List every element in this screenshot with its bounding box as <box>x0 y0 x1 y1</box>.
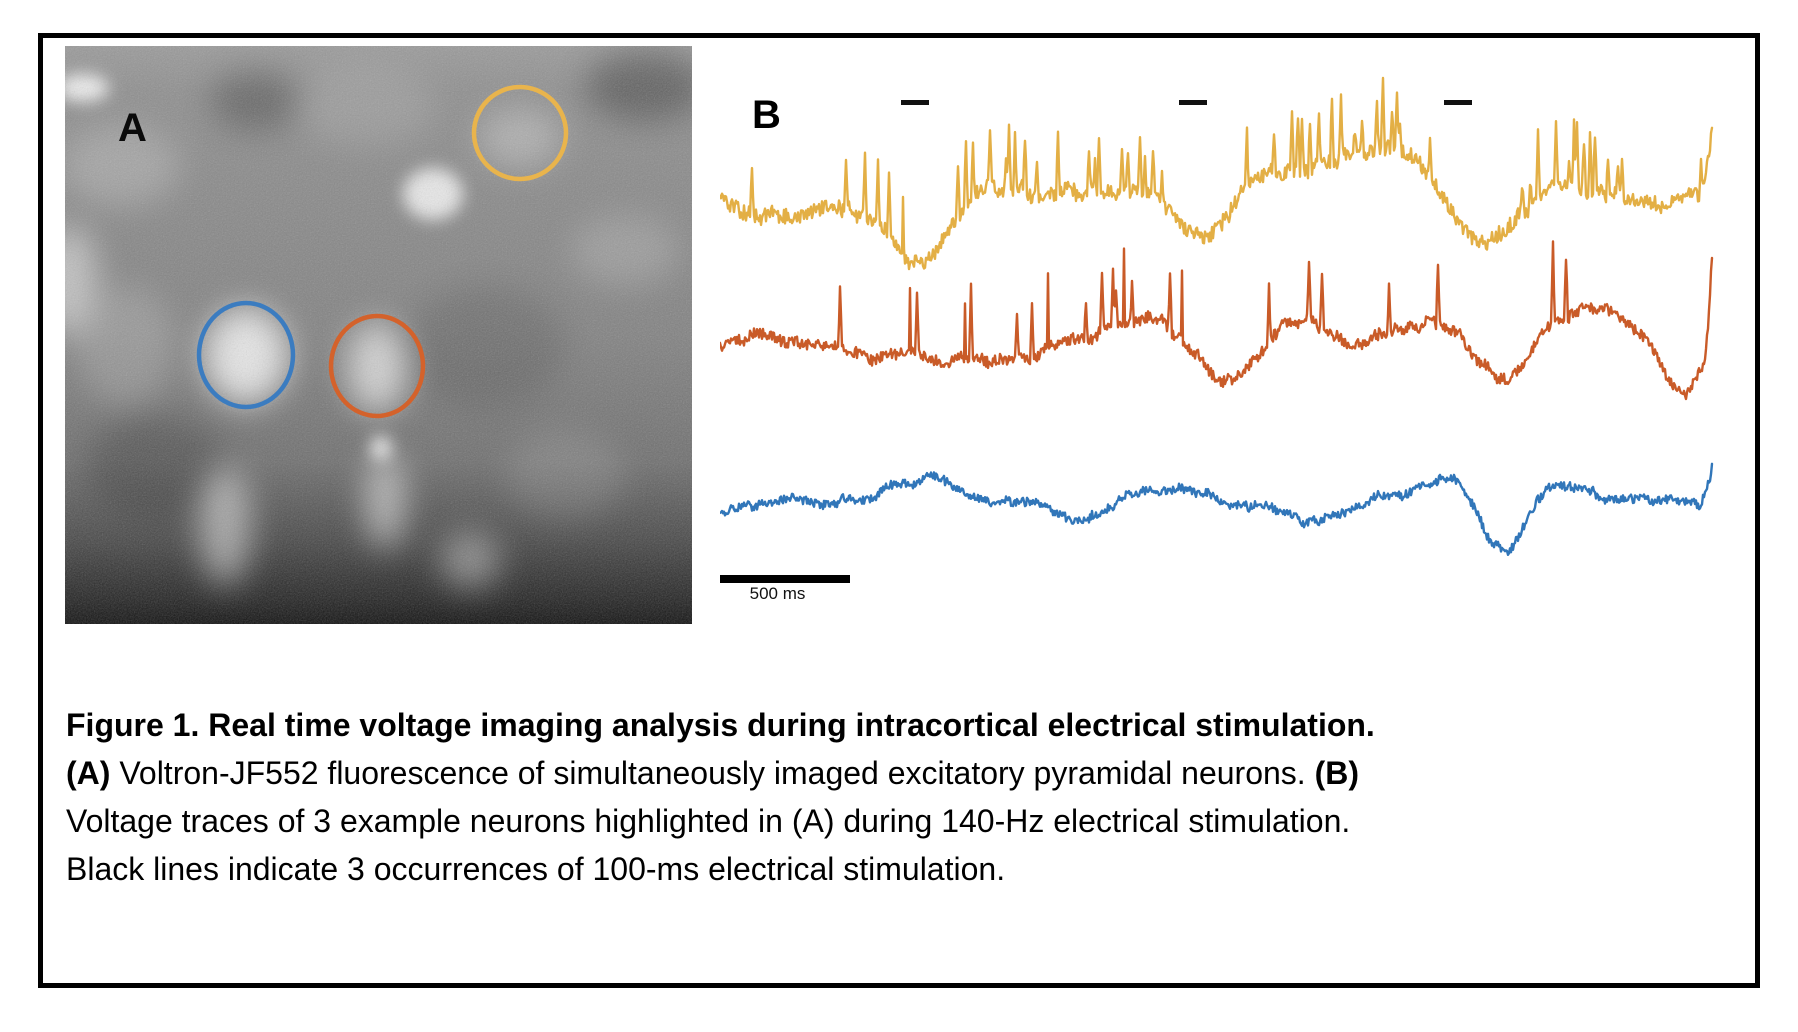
caption-bold-segment: (B) <box>1314 755 1359 791</box>
stim-bar-2 <box>1179 100 1207 105</box>
caption-text-segment: Black lines indicate 3 occurrences of 10… <box>66 851 1006 887</box>
image-noise-overlay <box>65 46 692 624</box>
figure-caption: Figure 1. Real time voltage imaging anal… <box>66 701 1726 893</box>
panel-a-label: A <box>118 106 147 150</box>
neuron-roi-circles <box>196 84 569 419</box>
micrograph-image <box>65 46 692 624</box>
panel-b-label: B <box>752 93 781 137</box>
voltage-trace-yellow <box>720 76 1714 271</box>
scale-bar-label: 500 ms <box>749 584 806 603</box>
caption-text-segment: Voltage traces of 3 example neurons high… <box>66 803 1351 839</box>
caption-line-4: Black lines indicate 3 occurrences of 10… <box>66 845 1726 893</box>
caption-text-segment: Voltron-JF552 fluorescence of simultaneo… <box>110 755 1315 791</box>
voltage-traces-plot <box>720 76 1714 583</box>
caption-line-2: (A) Voltron-JF552 fluorescence of simult… <box>66 749 1726 797</box>
voltage-trace-orange <box>720 240 1714 401</box>
caption-line-3: Voltage traces of 3 example neurons high… <box>66 797 1726 845</box>
stim-bar-1 <box>901 100 929 105</box>
stim-bar-3 <box>1444 100 1472 105</box>
neuron-circle-yellow <box>471 84 569 182</box>
voltage-trace-blue <box>720 462 1714 556</box>
neuron-circle-blue <box>196 300 296 410</box>
caption-line-1: Figure 1. Real time voltage imaging anal… <box>66 701 1726 749</box>
neuron-circle-orange <box>328 313 426 419</box>
caption-bold-segment: (A) <box>66 755 111 791</box>
panel-a-micrograph: A <box>65 46 692 624</box>
scale-bar <box>720 575 850 583</box>
caption-bold-segment: Figure 1. Real time voltage imaging anal… <box>66 707 1375 743</box>
